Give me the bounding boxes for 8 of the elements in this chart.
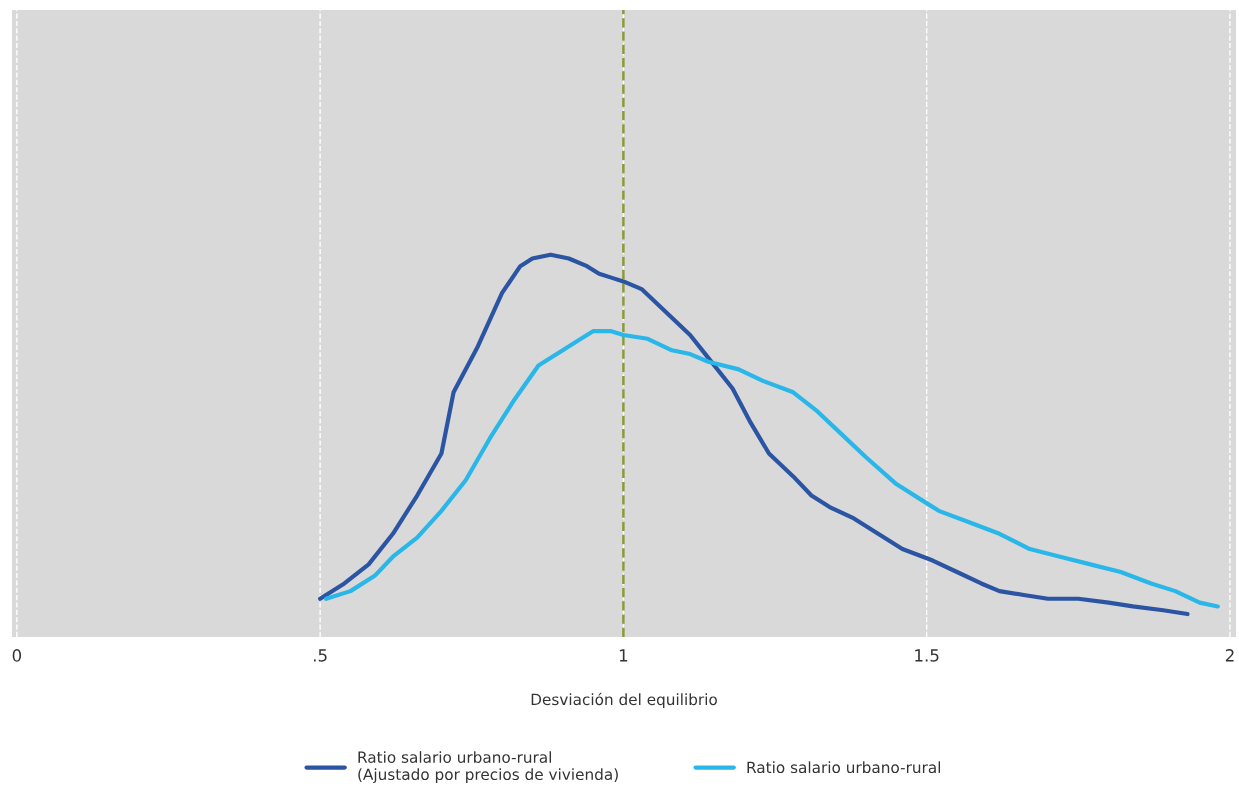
legend-label: Ratio salario urbano-rural bbox=[747, 761, 940, 774]
x-tick-label: 1 bbox=[619, 649, 628, 662]
x-tick-label: .5 bbox=[313, 649, 327, 662]
x-tick-label: 1.5 bbox=[915, 649, 939, 662]
legend-label: Ratio salario urbano-rural (Ajustado por precios de vivienda) bbox=[358, 751, 618, 784]
x-tick-label: 2 bbox=[1225, 649, 1234, 662]
x-axis-title: Desviación del equilibrio bbox=[531, 692, 717, 709]
x-tick-label: 0 bbox=[12, 649, 22, 662]
